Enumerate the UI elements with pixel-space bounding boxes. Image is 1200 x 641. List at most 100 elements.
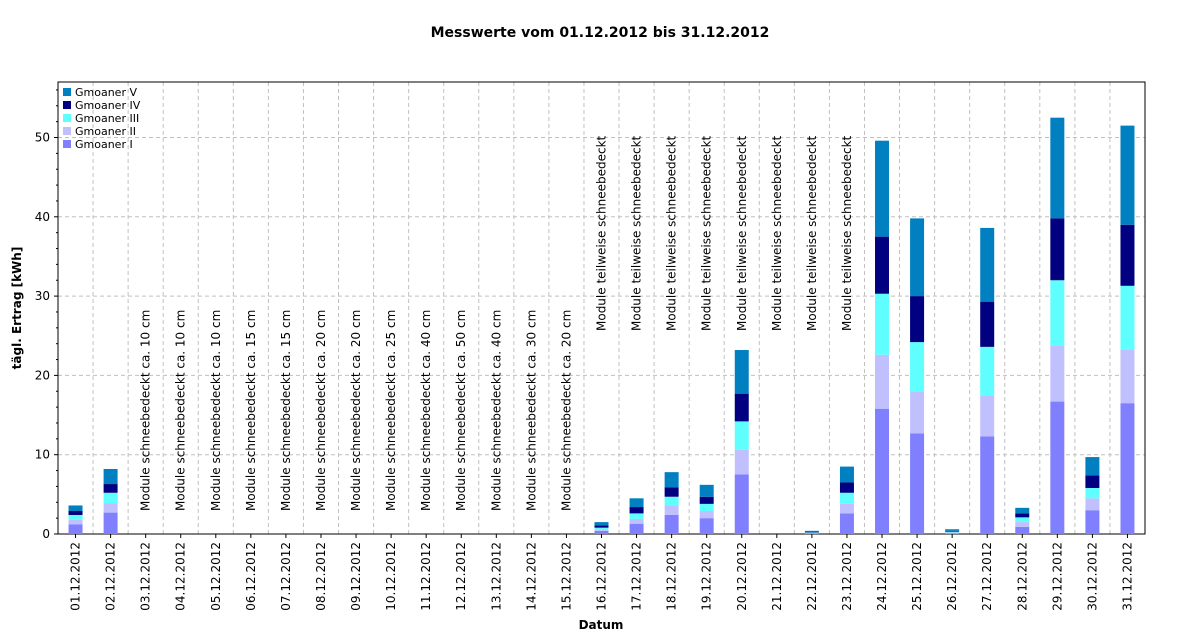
bar-segment	[945, 533, 960, 534]
x-tick-label: 11.12.2012	[419, 542, 433, 611]
x-tick-label: 04.12.2012	[174, 542, 188, 611]
legend-label: Gmoaner II	[75, 125, 136, 138]
bar-segment	[734, 350, 749, 394]
bar-segment	[910, 391, 925, 434]
bar-segment	[839, 503, 854, 514]
bar-segment	[594, 529, 609, 531]
bar-segment	[1050, 345, 1065, 402]
annotation-label: Module schneebedeckt ca. 40 cm	[489, 310, 503, 511]
bar-segment	[68, 519, 83, 525]
bar-segment	[945, 529, 960, 531]
annotation-label: Module teilweise schneebedeckt	[665, 135, 679, 331]
y-tick-label: 10	[35, 448, 50, 462]
annotation-label: Module schneebedeckt ca. 20 cm	[559, 310, 573, 511]
y-axis-label: tägl. Ertrag [kWh]	[10, 247, 24, 370]
bar-segment	[1120, 125, 1135, 225]
legend-swatch	[63, 127, 71, 135]
bar-segment	[594, 530, 609, 534]
bar-segment	[875, 140, 890, 237]
bar-segment	[1085, 475, 1100, 489]
annotation-label: Module schneebedeckt ca. 30 cm	[524, 310, 538, 511]
x-tick-label: 10.12.2012	[384, 542, 398, 611]
annotation-label: Module teilweise schneebedeckt	[735, 135, 749, 331]
bar-segment	[629, 507, 644, 514]
legend-swatch	[63, 101, 71, 109]
x-tick-label: 18.12.2012	[665, 542, 679, 611]
bar-segment	[699, 518, 714, 534]
bar-segment	[103, 512, 118, 534]
bar-segment	[910, 296, 925, 343]
y-tick-label: 30	[35, 289, 50, 303]
bar-segment	[699, 503, 714, 512]
x-tick-label: 26.12.2012	[945, 542, 959, 611]
bars	[68, 117, 1135, 534]
bar-segment	[699, 511, 714, 519]
bar-segment	[68, 514, 83, 520]
annotations: Module schneebedeckt ca. 10 cm Module sch…	[139, 135, 854, 511]
annotation-label: Module teilweise schneebedeckt	[595, 135, 609, 331]
annotation-label: Module schneebedeckt ca. 15 cm	[279, 310, 293, 511]
annotation-label: Module schneebedeckt ca. 10 cm	[209, 310, 223, 511]
legend-label: Gmoaner III	[75, 112, 139, 125]
bar-segment	[734, 474, 749, 534]
bar-segment	[875, 354, 890, 409]
x-axis: 01.12.2012 02.12.2012 03.12.2012 04.12.2012…	[69, 534, 1134, 611]
bar-segment	[804, 533, 819, 534]
annotation-label: Module schneebedeckt ca. 50 cm	[454, 310, 468, 511]
bar-segment	[629, 513, 644, 519]
legend-label: Gmoaner IV	[75, 99, 141, 112]
bar-segment	[839, 466, 854, 483]
bar-segment	[1050, 117, 1065, 219]
bar-segment	[1120, 403, 1135, 534]
bar-segment	[594, 522, 609, 526]
annotation-label: Module schneebedeckt ca. 25 cm	[384, 310, 398, 511]
x-tick-label: 21.12.2012	[770, 542, 784, 611]
x-tick-label: 31.12.2012	[1120, 542, 1134, 611]
bar-segment	[1015, 522, 1030, 527]
bar-segment	[804, 532, 819, 534]
x-tick-label: 12.12.2012	[454, 542, 468, 611]
x-tick-label: 14.12.2012	[524, 542, 538, 611]
x-tick-label: 17.12.2012	[630, 542, 644, 611]
annotation-label: Module teilweise schneebedeckt	[840, 135, 854, 331]
bar-segment	[1015, 507, 1030, 514]
bar-segment	[594, 527, 609, 530]
bar-segment	[980, 436, 995, 534]
x-tick-label: 09.12.2012	[349, 542, 363, 611]
x-tick-label: 24.12.2012	[875, 542, 889, 611]
annotation-label: Module schneebedeckt ca. 20 cm	[349, 310, 363, 511]
bar-segment	[804, 532, 819, 533]
annotation-label: Module schneebedeckt ca. 20 cm	[314, 310, 328, 511]
bar-segment	[699, 496, 714, 504]
annotation-label: Module schneebedeckt ca. 40 cm	[419, 310, 433, 511]
x-tick-label: 05.12.2012	[209, 542, 223, 611]
bar-segment	[945, 530, 960, 532]
x-tick-label: 15.12.2012	[559, 542, 573, 611]
legend-label: Gmoaner V	[75, 86, 137, 99]
bar-segment	[804, 531, 819, 533]
x-tick-label: 01.12.2012	[69, 542, 83, 611]
bar-segment	[839, 513, 854, 534]
bar-segment	[839, 482, 854, 493]
legend-swatch	[63, 114, 71, 122]
x-tick-label: 28.12.2012	[1015, 542, 1029, 611]
bar-segment	[839, 492, 854, 504]
bar-segment	[980, 395, 995, 437]
y-tick-label: 50	[35, 131, 50, 145]
annotation-label: Module teilweise schneebedeckt	[630, 135, 644, 331]
x-tick-label: 19.12.2012	[700, 542, 714, 611]
annotation-label: Module teilweise schneebedeckt	[700, 135, 714, 331]
bar-segment	[910, 433, 925, 534]
bar-segment	[629, 498, 644, 508]
bar-segment	[699, 484, 714, 497]
x-tick-label: 25.12.2012	[910, 542, 924, 611]
bar-segment	[980, 301, 995, 347]
annotation-label: Module schneebedeckt ca. 10 cm	[139, 310, 153, 511]
bar-segment	[664, 514, 679, 534]
bar-segment	[1085, 457, 1100, 476]
bar-segment	[1085, 510, 1100, 534]
bar-segment	[980, 346, 995, 396]
bar-segment	[804, 530, 819, 532]
x-tick-label: 29.12.2012	[1050, 542, 1064, 611]
bar-segment	[594, 525, 609, 528]
